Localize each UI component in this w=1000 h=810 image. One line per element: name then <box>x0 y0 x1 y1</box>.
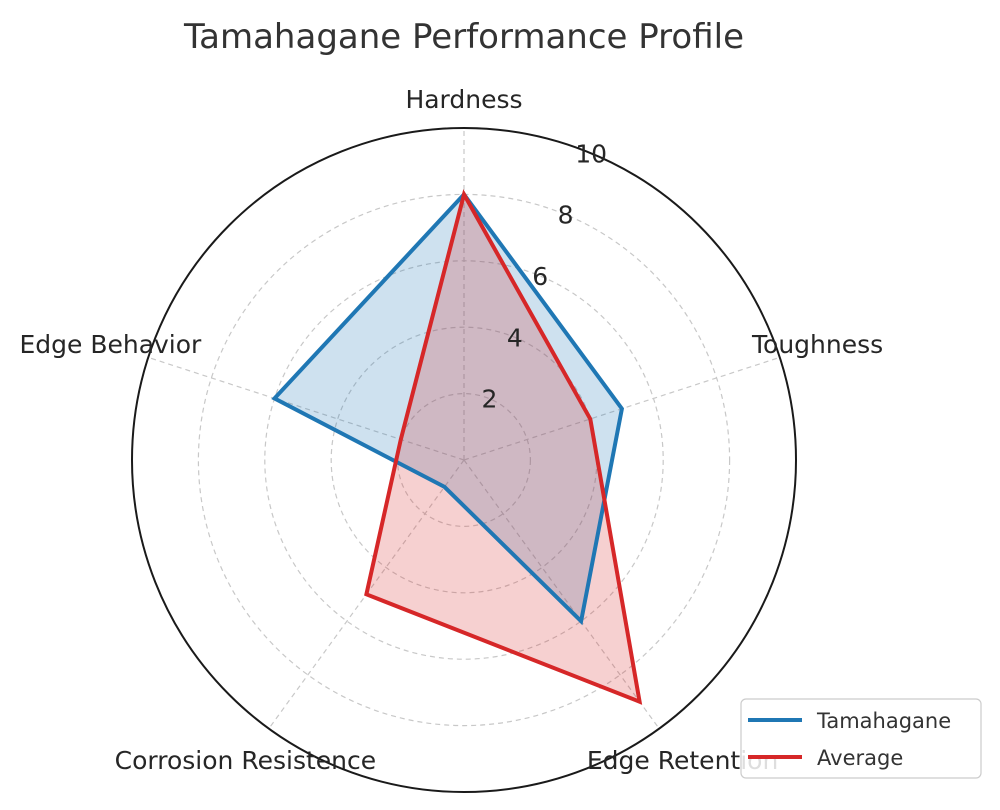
r-tick-label-10: 10 <box>575 139 607 168</box>
outer-frame <box>131 127 797 793</box>
series-fill-tamahagane <box>274 194 622 622</box>
spoke-edge-behavior <box>148 356 465 461</box>
axis-label-toughness: Toughness <box>751 330 883 359</box>
axis-label-corrosion-resistence: Corrosion Resistence <box>115 746 376 775</box>
r-tick-label-8: 8 <box>558 201 574 230</box>
legend-label-tamahagane: Tamahagane <box>816 709 951 733</box>
r-tick-label-4: 4 <box>507 323 523 352</box>
r-tick-label-6: 6 <box>532 262 548 291</box>
chart-title: Tamahagane Performance Profile <box>183 17 744 57</box>
series-line-tamahagane <box>271 191 625 626</box>
series-fill-average <box>366 194 640 702</box>
axis-label-hardness: Hardness <box>405 85 522 114</box>
spoke-edge-retention <box>463 459 660 729</box>
series-line-average <box>364 189 643 705</box>
r-tick-label-2: 2 <box>481 385 497 414</box>
axis-label-edge-behavior: Edge Behavior <box>19 330 202 359</box>
radar-series <box>271 189 643 705</box>
legend: Tamahagane Average <box>740 698 982 779</box>
legend-label-average: Average <box>817 746 903 770</box>
